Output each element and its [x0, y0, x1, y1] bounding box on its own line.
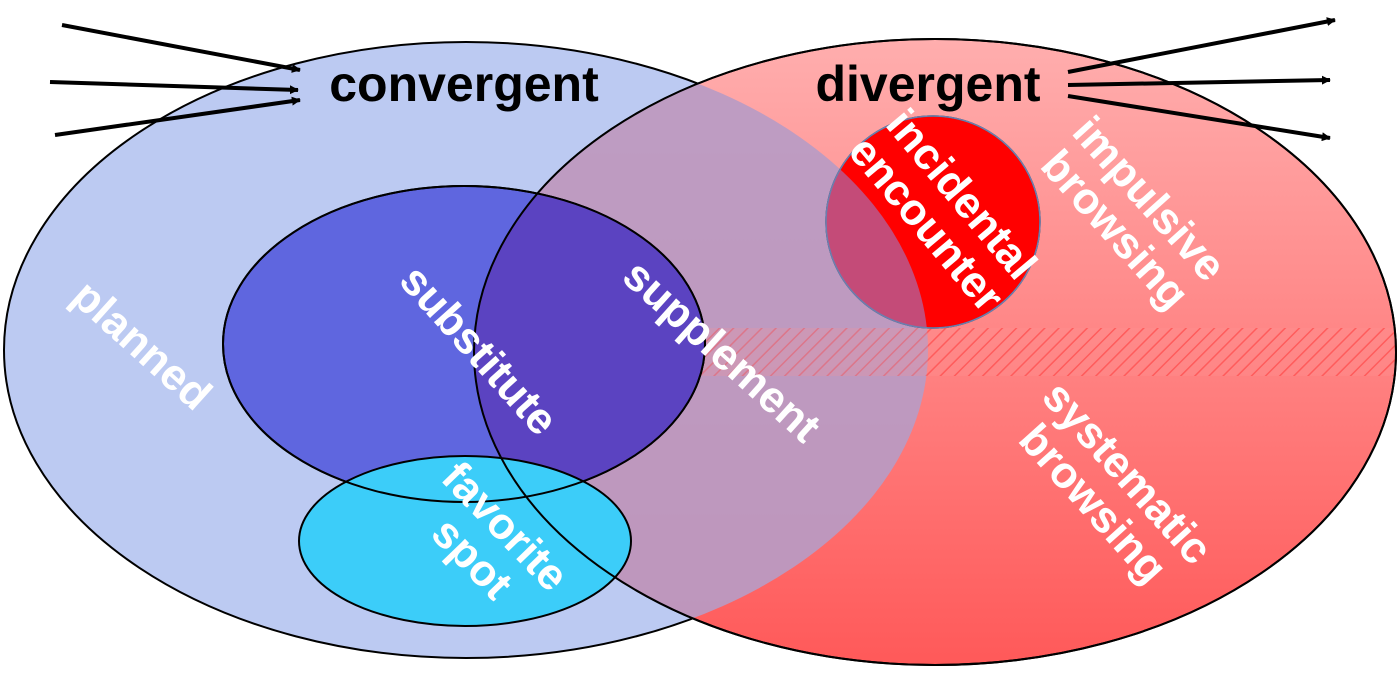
- incoming-arrow-1: [61, 23, 301, 73]
- outgoing-arrow-1: [1067, 17, 1336, 74]
- incoming-arrow-3: [54, 96, 301, 137]
- convergent-title: convergent: [329, 56, 599, 112]
- incoming-arrow-2: [49, 80, 299, 95]
- divergent-title: divergent: [815, 56, 1040, 112]
- outgoing-arrow-2: [1067, 75, 1331, 87]
- favorite-spot-ellipse: [298, 455, 632, 627]
- outgoing-arrow-3: [1067, 94, 1331, 142]
- substitute-overlap: [474, 186, 705, 502]
